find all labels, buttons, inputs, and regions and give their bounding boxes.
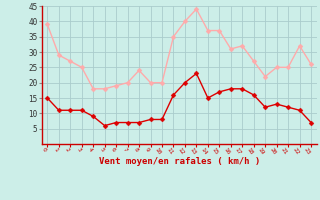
X-axis label: Vent moyen/en rafales ( km/h ): Vent moyen/en rafales ( km/h ) (99, 157, 260, 166)
